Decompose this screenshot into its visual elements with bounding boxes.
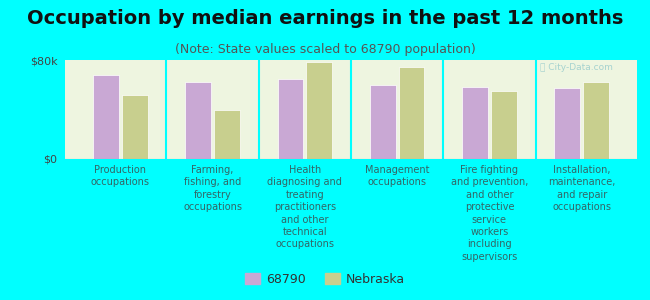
Text: Management
occupations: Management occupations: [365, 165, 430, 188]
Text: Farming,
fishing, and
forestry
occupations: Farming, fishing, and forestry occupatio…: [183, 165, 242, 212]
Bar: [306, 62, 332, 159]
Text: (Note: State values scaled to 68790 population): (Note: State values scaled to 68790 popu…: [175, 44, 475, 56]
Text: Fire fighting
and prevention,
and other
protective
service
workers
including
sup: Fire fighting and prevention, and other …: [450, 165, 528, 262]
Bar: [462, 87, 488, 159]
Bar: [214, 110, 240, 159]
Text: Installation,
maintenance,
and repair
occupations: Installation, maintenance, and repair oc…: [548, 165, 616, 212]
Bar: [185, 82, 211, 159]
Legend: 68790, Nebraska: 68790, Nebraska: [240, 268, 410, 291]
Text: Health
diagnosing and
treating
practitioners
and other
technical
occupations: Health diagnosing and treating practitio…: [267, 165, 343, 249]
Bar: [398, 68, 424, 159]
Bar: [554, 88, 580, 159]
Text: Occupation by median earnings in the past 12 months: Occupation by median earnings in the pas…: [27, 9, 623, 28]
Bar: [278, 79, 304, 159]
Bar: [122, 94, 148, 159]
Text: Production
occupations: Production occupations: [91, 165, 150, 188]
Bar: [491, 91, 517, 159]
Bar: [583, 82, 609, 159]
Bar: [370, 85, 396, 159]
Bar: [93, 75, 119, 159]
Text: ⓒ City-Data.com: ⓒ City-Data.com: [540, 63, 613, 72]
